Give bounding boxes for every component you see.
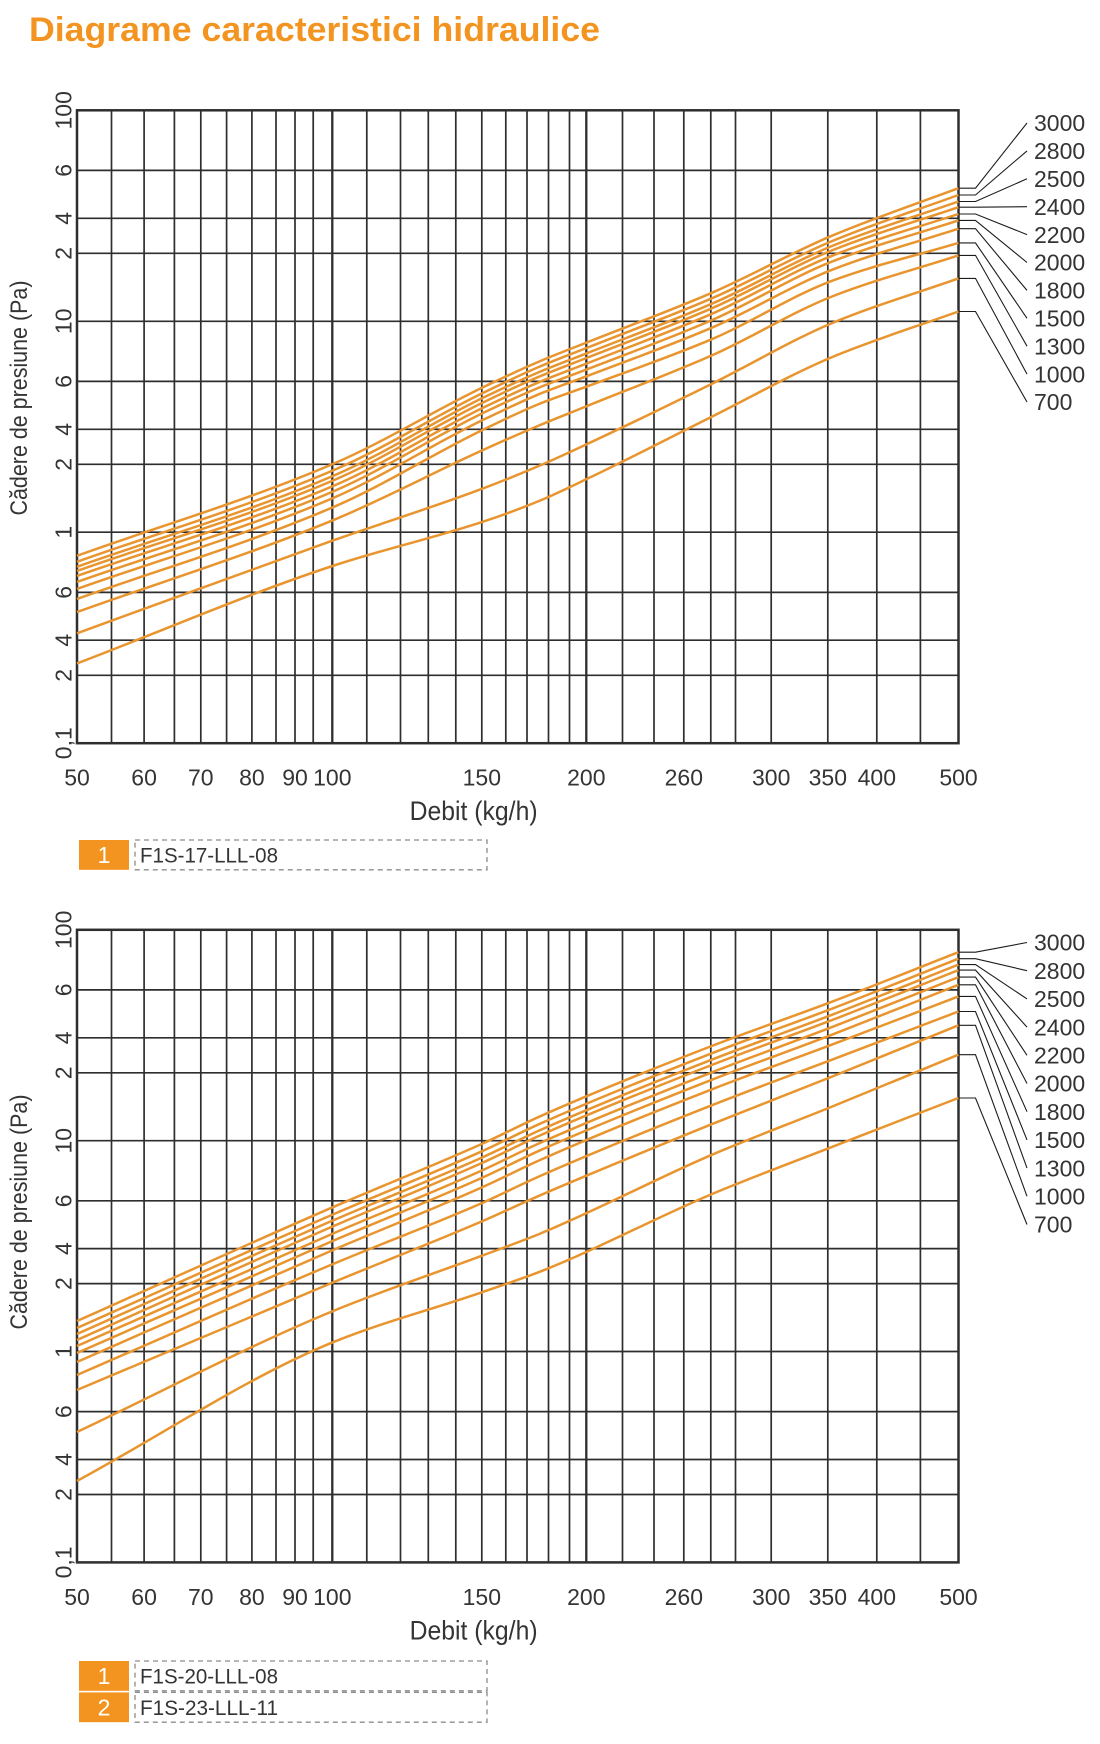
svg-text:700: 700 <box>1034 389 1072 415</box>
svg-text:4: 4 <box>51 423 77 436</box>
svg-text:200: 200 <box>567 1584 605 1610</box>
svg-text:2: 2 <box>98 1694 111 1720</box>
svg-text:400: 400 <box>858 765 896 791</box>
svg-text:90: 90 <box>282 1584 308 1610</box>
svg-text:300: 300 <box>752 1584 790 1610</box>
svg-text:6: 6 <box>51 375 77 388</box>
svg-text:200: 200 <box>567 765 605 791</box>
svg-text:6: 6 <box>51 1405 77 1418</box>
svg-text:700: 700 <box>1034 1212 1072 1238</box>
svg-text:2000: 2000 <box>1034 250 1085 276</box>
svg-text:100: 100 <box>313 765 351 791</box>
svg-text:2500: 2500 <box>1034 166 1085 192</box>
svg-text:4: 4 <box>51 1031 77 1044</box>
svg-text:500: 500 <box>939 1584 977 1610</box>
svg-text:0,1: 0,1 <box>51 727 77 759</box>
svg-text:100: 100 <box>313 1584 351 1610</box>
svg-text:Debit (kg/h): Debit (kg/h) <box>410 1616 538 1646</box>
svg-text:6: 6 <box>51 1194 77 1207</box>
svg-text:6: 6 <box>51 164 77 177</box>
svg-text:70: 70 <box>188 765 214 791</box>
svg-text:1300: 1300 <box>1034 333 1085 359</box>
svg-text:2: 2 <box>51 1277 77 1290</box>
svg-text:6: 6 <box>51 984 77 997</box>
svg-text:10: 10 <box>51 1128 77 1154</box>
svg-text:2: 2 <box>51 1488 77 1501</box>
svg-text:4: 4 <box>51 212 77 225</box>
svg-text:1500: 1500 <box>1034 306 1085 332</box>
svg-text:F1S-20-LLL-08: F1S-20-LLL-08 <box>140 1666 278 1689</box>
svg-text:3000: 3000 <box>1034 930 1085 956</box>
svg-text:2500: 2500 <box>1034 986 1085 1012</box>
svg-text:80: 80 <box>239 765 265 791</box>
svg-text:50: 50 <box>64 1584 90 1610</box>
svg-text:2200: 2200 <box>1034 222 1085 248</box>
svg-text:1800: 1800 <box>1034 1099 1085 1125</box>
svg-text:F1S-23-LLL-11: F1S-23-LLL-11 <box>140 1697 278 1720</box>
svg-text:100: 100 <box>51 91 77 129</box>
svg-text:2400: 2400 <box>1034 1014 1085 1040</box>
svg-text:100: 100 <box>51 911 77 949</box>
svg-text:4: 4 <box>51 1242 77 1255</box>
svg-text:150: 150 <box>463 765 501 791</box>
svg-text:500: 500 <box>939 765 977 791</box>
svg-text:2000: 2000 <box>1034 1071 1085 1097</box>
svg-text:260: 260 <box>665 1584 703 1610</box>
svg-text:Diagrame caracteristici hidrau: Diagrame caracteristici hidraulice <box>29 11 600 49</box>
svg-text:2: 2 <box>51 1066 77 1079</box>
svg-text:2400: 2400 <box>1034 194 1085 220</box>
svg-text:2: 2 <box>51 247 77 260</box>
svg-text:Cădere de presiune (Pa): Cădere de presiune (Pa) <box>6 281 33 516</box>
svg-text:150: 150 <box>463 1584 501 1610</box>
svg-text:350: 350 <box>809 1584 847 1610</box>
svg-text:1300: 1300 <box>1034 1155 1085 1181</box>
svg-text:2: 2 <box>51 669 77 682</box>
svg-text:70: 70 <box>188 1584 214 1610</box>
svg-text:1000: 1000 <box>1034 1184 1085 1210</box>
svg-text:1: 1 <box>98 842 111 868</box>
svg-text:6: 6 <box>51 586 77 599</box>
svg-text:2200: 2200 <box>1034 1043 1085 1069</box>
svg-text:4: 4 <box>51 634 77 647</box>
svg-text:2800: 2800 <box>1034 138 1085 164</box>
svg-text:1800: 1800 <box>1034 278 1085 304</box>
svg-text:1500: 1500 <box>1034 1127 1085 1153</box>
svg-text:1: 1 <box>98 1663 111 1689</box>
svg-text:10: 10 <box>51 309 77 335</box>
svg-text:Cădere de presiune (Pa): Cădere de presiune (Pa) <box>6 1095 33 1330</box>
svg-text:0,1: 0,1 <box>51 1546 77 1578</box>
svg-text:1: 1 <box>51 1345 77 1358</box>
svg-text:80: 80 <box>239 1584 265 1610</box>
svg-text:4: 4 <box>51 1453 77 1466</box>
svg-text:350: 350 <box>809 765 847 791</box>
svg-text:90: 90 <box>282 765 308 791</box>
svg-text:1000: 1000 <box>1034 361 1085 387</box>
svg-text:1: 1 <box>51 526 77 539</box>
svg-text:Debit (kg/h): Debit (kg/h) <box>410 796 538 826</box>
svg-text:300: 300 <box>752 765 790 791</box>
svg-text:60: 60 <box>131 1584 157 1610</box>
svg-text:F1S-17-LLL-08: F1S-17-LLL-08 <box>140 845 278 868</box>
svg-text:400: 400 <box>858 1584 896 1610</box>
svg-text:2800: 2800 <box>1034 958 1085 984</box>
svg-text:2: 2 <box>51 458 77 471</box>
svg-text:50: 50 <box>64 765 90 791</box>
svg-text:3000: 3000 <box>1034 110 1085 136</box>
svg-text:260: 260 <box>665 765 703 791</box>
svg-text:60: 60 <box>131 765 157 791</box>
